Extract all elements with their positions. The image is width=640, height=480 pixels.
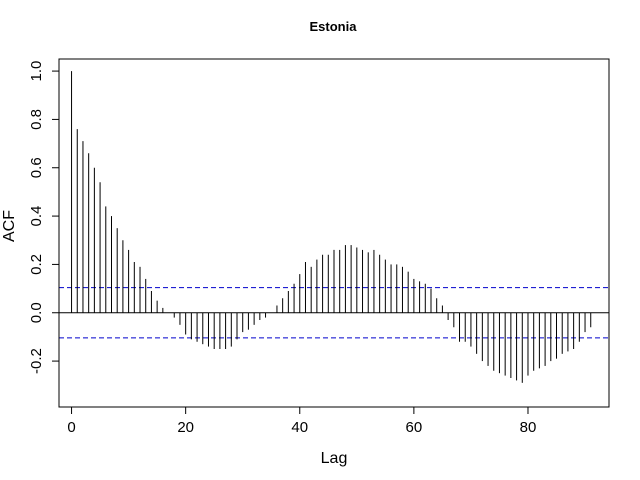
y-tick-label: 0.0 (28, 302, 45, 323)
y-tick-label: 0.2 (28, 254, 45, 275)
chart-title: Estonia (310, 19, 358, 34)
x-tick-label: 40 (291, 419, 308, 436)
x-tick-label: 0 (67, 419, 75, 436)
x-axis-label: Lag (321, 450, 348, 467)
y-tick-label: 0.4 (28, 206, 45, 227)
plot-frame (58, 58, 610, 408)
x-tick-label: 20 (177, 419, 194, 436)
y-tick-label: 1.0 (28, 61, 45, 82)
y-tick-label: -0.2 (28, 348, 45, 374)
plot-area: 0 20 40 60 80 -0.2 0.0 0.2 0.4 0.6 0.8 1.0 (28, 58, 610, 436)
x-tick-label: 80 (520, 419, 537, 436)
y-tick-label: 0.8 (28, 109, 45, 130)
y-axis-label: ACF (1, 210, 18, 242)
y-tick-label: 0.6 (28, 157, 45, 178)
x-tick-label: 60 (406, 419, 423, 436)
